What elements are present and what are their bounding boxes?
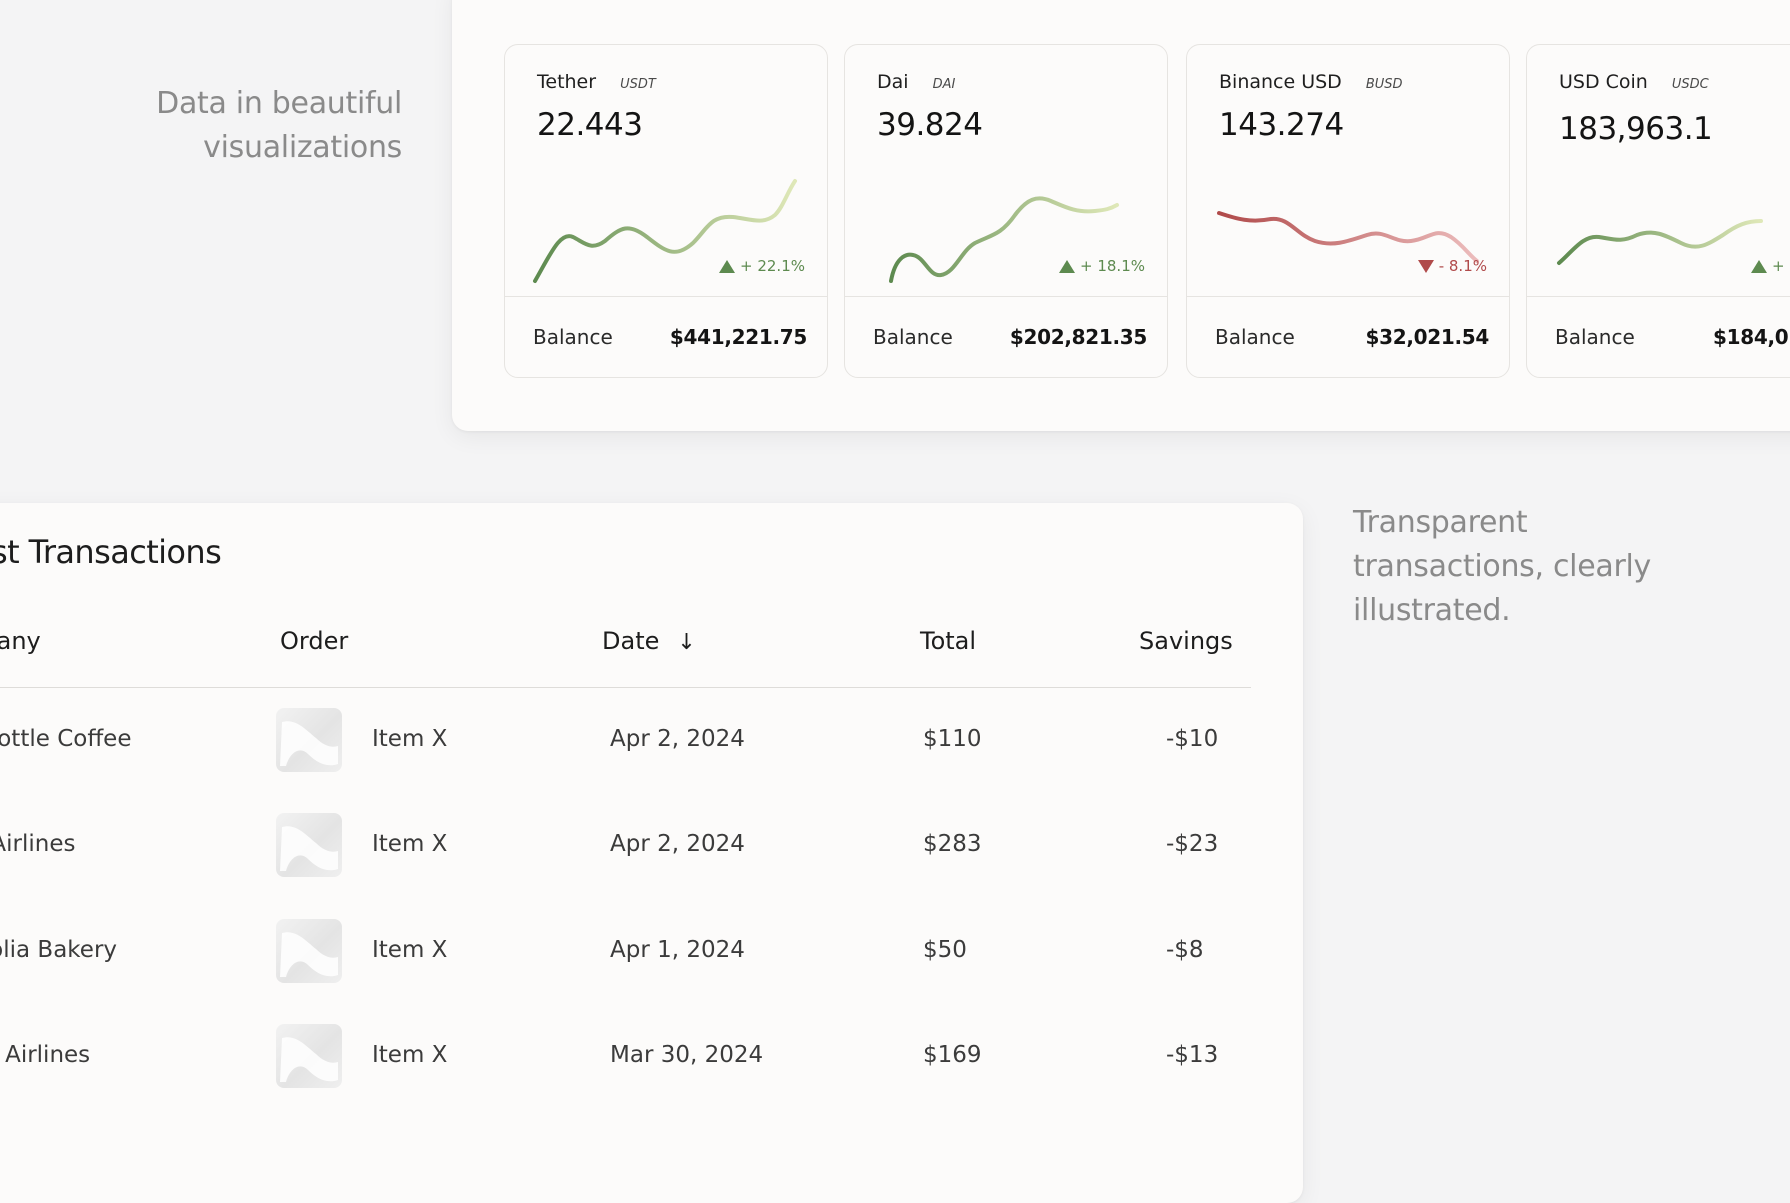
balance-value: $441,221.75: [669, 325, 807, 349]
coin-ticker: DAI: [932, 77, 956, 92]
coin-value: 39.824: [877, 107, 983, 143]
total-cell: $169: [923, 1042, 982, 1068]
header-divider: [0, 687, 1251, 688]
savings-cell: -$8: [1166, 937, 1204, 963]
order-cell: Item X: [372, 726, 448, 752]
column-header-savings[interactable]: Savings: [1139, 627, 1233, 655]
balance-value: $32,021.54: [1365, 325, 1489, 349]
balance-label: Balance: [1555, 325, 1635, 349]
coin-ticker: USDC: [1671, 77, 1709, 92]
change-value: - 8.1%: [1438, 257, 1487, 275]
table-row[interactable]: ted Airlines Item X Mar 30, 2024 $169 -$…: [0, 1004, 1260, 1109]
coin-value: 143.274: [1219, 107, 1344, 143]
coin-card-usd-coin[interactable]: USD Coin USDC 183,963.1 + 2 Balance $184…: [1526, 44, 1790, 378]
balance-value: $184,01: [1713, 325, 1790, 349]
triangle-up-icon: [1751, 259, 1767, 273]
savings-cell: -$10: [1166, 726, 1219, 752]
balance-label: Balance: [873, 325, 953, 349]
savings-cell: -$23: [1166, 831, 1219, 857]
column-header-date-label: Date: [602, 627, 660, 655]
balance-label: Balance: [1215, 325, 1295, 349]
balance-label: Balance: [533, 325, 613, 349]
transactions-panel: test Transactions mpany Order Date ↓ Tota…: [0, 503, 1303, 1203]
date-cell: Apr 2, 2024: [610, 726, 745, 752]
column-header-company[interactable]: mpany: [0, 627, 41, 655]
coin-value: 22.443: [537, 107, 643, 143]
column-header-date[interactable]: Date ↓: [602, 627, 696, 655]
company-cell: gnolia Bakery: [0, 937, 118, 963]
column-header-total[interactable]: Total: [920, 627, 977, 655]
company-cell: ted Airlines: [0, 1042, 91, 1068]
caption-transparent-transactions: Transparent transactions, clearly illust…: [1353, 505, 1651, 628]
company-cell: e Bottle Coffee: [0, 726, 132, 752]
coin-card-tether[interactable]: Tether USDT 22.443 + 22.1% Balance $441,…: [504, 44, 828, 378]
coin-name: USD Coin: [1559, 71, 1648, 93]
date-cell: Apr 2, 2024: [610, 831, 745, 857]
coin-name: Binance USD: [1219, 71, 1342, 93]
date-cell: Mar 30, 2024: [610, 1042, 764, 1068]
triangle-up-icon: [1059, 259, 1075, 273]
sparkline-chart: [889, 196, 1119, 283]
change-value: + 22.1%: [740, 257, 805, 275]
order-cell: Item X: [372, 937, 448, 963]
coin-card-dai[interactable]: Dai DAI 39.824 + 18.1% Balance $202,821.…: [844, 44, 1168, 378]
caption-data-visualizations: Data in beautiful visualizations: [156, 86, 402, 165]
sparkline-chart: [1217, 211, 1479, 263]
coin-name: Dai: [877, 71, 909, 93]
total-cell: $50: [923, 937, 967, 963]
column-header-order[interactable]: Order: [280, 627, 349, 655]
product-image-icon: [280, 1037, 338, 1082]
change-indicator: - 8.1%: [1417, 257, 1487, 275]
transactions-title: test Transactions: [0, 533, 222, 571]
product-thumbnail: [276, 708, 342, 772]
triangle-down-icon: [1417, 259, 1434, 273]
change-value: + 2: [1772, 257, 1790, 275]
coin-name: Tether: [537, 71, 597, 93]
table-row[interactable]: ta Airlines Item X Apr 2, 2024 $283 -$23: [0, 793, 1260, 898]
product-thumbnail: [276, 919, 342, 983]
product-image-icon: [280, 932, 338, 977]
change-indicator: + 22.1%: [719, 257, 805, 275]
total-cell: $283: [923, 831, 982, 857]
date-cell: Apr 1, 2024: [610, 937, 745, 963]
sparkline-chart: [533, 179, 797, 283]
coin-footer: Balance $184,01: [1527, 296, 1790, 377]
product-image-icon: [280, 721, 338, 766]
change-indicator: + 2: [1751, 257, 1790, 275]
product-image-icon: [280, 826, 338, 871]
coin-cards-panel: Tether USDT 22.443 + 22.1% Balance $441,…: [452, 0, 1790, 431]
arrow-down-icon[interactable]: ↓: [677, 630, 696, 655]
coin-footer: Balance $32,021.54: [1187, 296, 1509, 377]
balance-value: $202,821.35: [1009, 325, 1147, 349]
change-indicator: + 18.1%: [1059, 257, 1145, 275]
coin-ticker: USDT: [620, 77, 656, 92]
coin-footer: Balance $441,221.75: [505, 296, 827, 377]
change-value: + 18.1%: [1080, 257, 1145, 275]
company-cell: ta Airlines: [0, 831, 76, 857]
triangle-up-icon: [719, 259, 735, 273]
savings-cell: -$13: [1166, 1042, 1219, 1068]
coin-ticker: BUSD: [1365, 77, 1403, 92]
product-thumbnail: [276, 813, 342, 877]
sparkline-chart: [1557, 219, 1763, 265]
order-cell: Item X: [372, 831, 448, 857]
product-thumbnail: [276, 1024, 342, 1088]
total-cell: $110: [923, 726, 982, 752]
order-cell: Item X: [372, 1042, 448, 1068]
coin-footer: Balance $202,821.35: [845, 296, 1167, 377]
table-row[interactable]: gnolia Bakery Item X Apr 1, 2024 $50 -$8: [0, 899, 1260, 1004]
coin-value: 183,963.1: [1559, 111, 1713, 147]
coin-card-binance-usd[interactable]: Binance USD BUSD 143.274 - 8.1% Balance …: [1186, 44, 1510, 378]
table-row[interactable]: e Bottle Coffee Item X Apr 2, 2024 $110 …: [0, 688, 1260, 793]
